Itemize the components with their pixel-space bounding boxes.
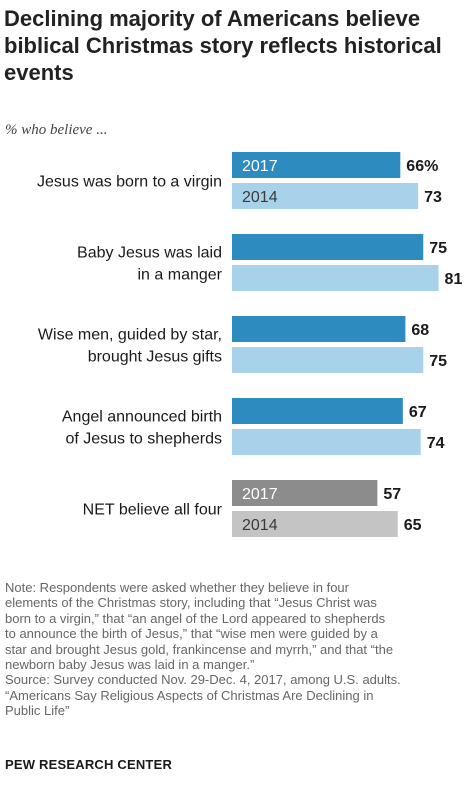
source-line: “Americans Say Religious Aspects of Chri… [5,687,374,703]
bar [232,511,398,537]
note-line: born to a virgin,” that “an angel of the… [5,610,386,626]
category-label: Angel announced birth [62,409,222,426]
chart-title: Declining majority of Americans believe … [4,6,442,85]
note-line: star and brought Jesus gold, frankincens… [5,641,394,657]
series-label: 2014 [242,517,278,534]
category-label: Baby Jesus was laid [77,245,222,262]
data-label: 67 [409,404,427,421]
note-line: newborn baby Jesus was laid in a manger.… [5,657,255,673]
category-label: of Jesus to shepherds [65,431,222,448]
series-label: 2017 [242,158,278,175]
bar [232,183,419,209]
data-label: 74 [427,435,445,452]
series-label: 2017 [242,486,278,503]
category-label: NET believe all four [83,502,223,519]
note-line: to announce the birth of Jesus,” that “w… [5,626,378,642]
category-label: brought Jesus gifts [88,349,222,366]
category-label: Jesus was born to a virgin [37,174,222,191]
category-label: in a manger [138,267,223,284]
bar [232,316,406,342]
bar [232,347,424,373]
data-label: 81 [445,271,463,288]
category-label: Wise men, guided by star, [38,327,222,344]
data-label: 66% [406,158,438,175]
note-line: elements of the Christmas story, includi… [5,595,377,611]
note-block: Note: Respondents were asked whether the… [5,580,460,719]
bar [232,234,424,260]
data-label: 73 [424,189,442,206]
bar [232,152,401,178]
bar [232,480,378,506]
data-label: 57 [383,486,401,503]
bar [232,265,439,291]
bar [232,398,403,424]
data-label: 75 [429,240,447,257]
note-line: Note: Respondents were asked whether the… [5,580,349,595]
data-label: 68 [411,322,429,339]
chart-subtitle: % who believe ... [5,122,108,138]
bar-chart: Jesus was born to a virgin 2017 66% 2014 73 B… [37,152,463,537]
bar [232,429,421,455]
source-line: Public Life” [5,703,70,719]
data-label: 65 [404,517,422,534]
source-line: Source: Survey conducted Nov. 29-Dec. 4,… [5,672,401,688]
series-label: 2014 [242,189,278,206]
data-label: 75 [429,353,447,370]
pew-logo-text: PEW RESEARCH CENTER [5,757,173,772]
